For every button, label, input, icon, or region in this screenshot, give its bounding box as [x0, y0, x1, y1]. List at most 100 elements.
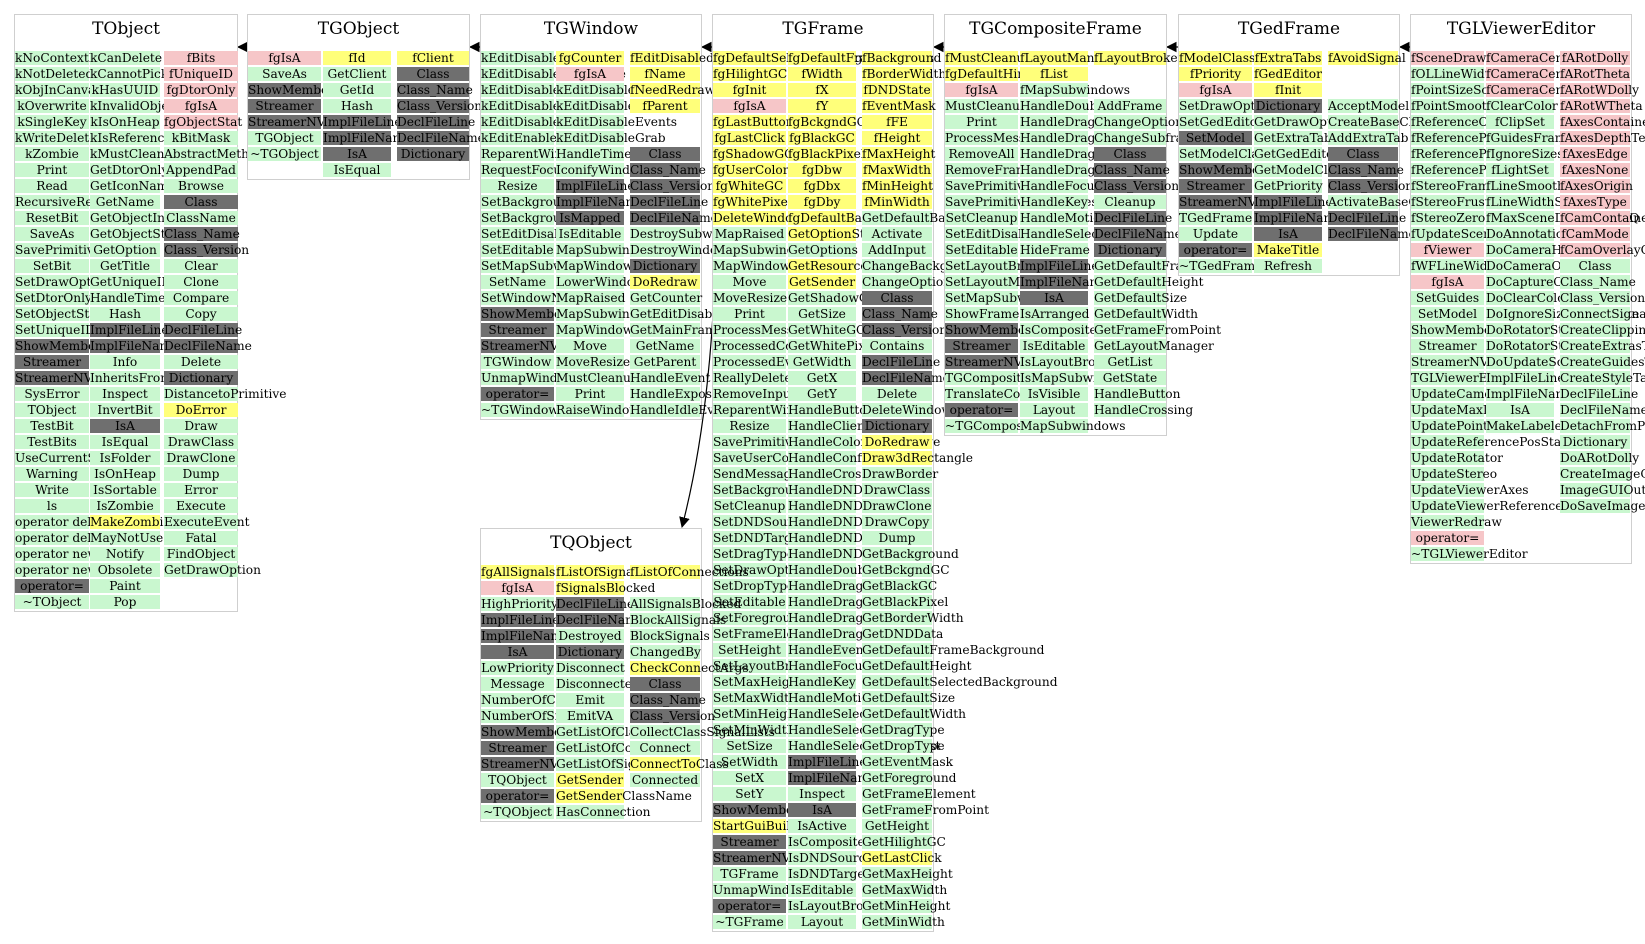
- member-handleselectionrequest: HandleSelectionRequest: [788, 739, 941, 753]
- member-faxestype: fAxesType: [1560, 195, 1630, 209]
- member-setframeelement: SetFrameElement: [713, 627, 826, 641]
- member-handledoubleclick: HandleDoubleClick: [788, 563, 908, 577]
- member-flayoutmanager: fLayoutManager: [1020, 51, 1123, 65]
- member-handlemotion: HandleMotion: [788, 691, 877, 705]
- member-column: fEditDisabled fName fNeedRedraw fParent Clas…: [630, 51, 756, 419]
- member-iseditable: IsEditable: [556, 227, 624, 241]
- member-handledragenter: HandleDragEnter: [788, 595, 899, 609]
- member-saveprimitive: SavePrimitive: [15, 243, 101, 257]
- member-setheight: SetHeight: [713, 643, 786, 657]
- member-resize: Resize: [481, 179, 554, 193]
- member-feditdisabled: fEditDisabled: [630, 51, 714, 65]
- member-getwhitepixel: GetWhitePixel: [788, 339, 877, 353]
- member-destroywindow: DestroyWindow: [630, 243, 728, 257]
- member-makelabelednentry: MakeLabeledNEntry: [1486, 419, 1615, 433]
- member-column: fCameraCenterX fCameraCenterY fCameraCente…: [1486, 51, 1639, 435]
- member-dump: Dump: [862, 531, 932, 545]
- member-fpointsizescale: fPointSizeScale: [1411, 83, 1507, 97]
- member-showmembers: ShowMembers: [248, 83, 341, 97]
- member-class-version: Class_Version: [1328, 179, 1414, 193]
- member-class-name: Class_Name: [1560, 275, 1636, 289]
- member-keditenable: kEditEnable: [481, 131, 557, 145]
- member-handlemotion: HandleMotion: [1020, 211, 1109, 225]
- member-dictionary: Dictionary: [1560, 435, 1630, 449]
- member-getname: GetName: [630, 339, 700, 353]
- member-operator: operator=: [15, 579, 89, 593]
- member-streamer: Streamer: [15, 355, 89, 369]
- member-delete: Delete: [164, 355, 238, 369]
- member-empty: [630, 131, 700, 145]
- member-handlebutton: HandleButton: [788, 403, 875, 417]
- member-dictionary: Dictionary: [164, 371, 238, 385]
- member-handletimer: HandleTimer: [556, 147, 638, 161]
- member-compare: Compare: [164, 291, 238, 305]
- member-handlecrossing: HandleCrossing: [1094, 403, 1194, 417]
- member-translatecoordinates: TranslateCoordinates: [945, 387, 1079, 401]
- member-getblackpixel: GetBlackPixel: [862, 595, 949, 609]
- class-title: TGCompositeFrame: [969, 19, 1142, 39]
- member-tglviewereditor: TGLViewerEditor: [1411, 371, 1518, 385]
- member-setcleanup: SetCleanup: [713, 499, 786, 513]
- member-reparentwindow: ReparentWindow: [481, 147, 588, 161]
- member-draw: Draw: [164, 419, 238, 433]
- member-handledoubleclick: HandleDoubleClick: [1020, 99, 1140, 113]
- member-setguides: SetGuides: [1411, 291, 1484, 305]
- member-isa: IsA: [1254, 227, 1322, 241]
- member-implfilename: ImplFileName: [1020, 275, 1109, 289]
- member-emit: Emit: [556, 693, 624, 707]
- member-column: fgDefaultFrameOptions fWidth fX fY fgBckgndG…: [788, 51, 941, 931]
- member-empty: [1094, 83, 1166, 97]
- member-class: Class: [862, 291, 932, 305]
- member-class: Class: [630, 677, 700, 691]
- member-fghilightgc: fgHilightGC: [713, 67, 788, 81]
- member-updatepointlinestuff: UpdatePointLineStuff: [1411, 419, 1545, 433]
- member-column: fSceneDrawTime fOLLineWidth fPointSizeScal…: [1411, 51, 1573, 563]
- member-fid: fId: [323, 51, 391, 65]
- member-numberofconnections: NumberOfConnections: [481, 693, 624, 707]
- member-fmaxheight: fMaxHeight: [862, 147, 936, 161]
- member-ffe: fFE: [862, 115, 932, 129]
- member-handleselection: HandleSelection: [1020, 227, 1123, 241]
- member-keditdisableresize: kEditDisableResize: [481, 99, 601, 113]
- member-info: Info: [90, 355, 160, 369]
- member-fgwhitegc: fgWhiteGC: [713, 179, 786, 193]
- member-addframe: AddFrame: [1094, 99, 1166, 113]
- member-createguidestab: CreateGuidesTab: [1560, 355, 1645, 369]
- member-class-version: Class_Version: [630, 709, 716, 723]
- member-isvisible: IsVisible: [1020, 387, 1088, 401]
- member-fcamcontainer: fCamContainer: [1560, 211, 1645, 225]
- member-browse: Browse: [164, 179, 238, 193]
- member-getoptions: GetOptions: [788, 243, 858, 257]
- member-getforeground: GetForeground: [862, 771, 957, 785]
- member-fgisa: fgIsA: [1179, 83, 1252, 97]
- member-fgcounter: fgCounter: [556, 51, 624, 65]
- member-cleanup: Cleanup: [1094, 195, 1166, 209]
- member-declfileline: DeclFileLine: [1094, 211, 1173, 225]
- member-fgwhitepixel: fgWhitePixel: [713, 195, 792, 209]
- member-getuniqueid: GetUniqueID: [90, 275, 172, 289]
- member-fmaxwidth: fMaxWidth: [862, 163, 932, 177]
- member-appendpad: AppendPad: [164, 163, 238, 177]
- member-isa: IsA: [1486, 403, 1554, 417]
- member-implfilename: ImplFileName: [1486, 387, 1575, 401]
- member-getdragtype: GetDragType: [862, 723, 945, 737]
- member-faxesnone: fAxesNone: [1560, 163, 1630, 177]
- member-mustcleanup: MustCleanup: [945, 99, 1028, 113]
- member-class-version: Class_Version: [1094, 179, 1180, 193]
- member-inheritsfrom: InheritsFrom: [90, 371, 172, 385]
- member-doignoresizesonupdate: DoIgnoreSizesOnUpdate: [1486, 307, 1639, 321]
- member-reparentwindow: ReparentWindow: [713, 403, 820, 417]
- member-move: Move: [556, 339, 624, 353]
- member-knotdeleted: kNotDeleted: [15, 67, 94, 81]
- member-implfilename: ImplFileName: [556, 195, 645, 209]
- member-showmembers: ShowMembers: [1179, 163, 1272, 177]
- member-getdefaultheight: GetDefaultHeight: [1094, 275, 1204, 289]
- member-fclearcolor: fClearColor: [1486, 99, 1558, 113]
- member-operator-delete: operator delete[]: [15, 531, 121, 545]
- member-keditdisablewidth: kEditDisableWidth: [481, 115, 597, 129]
- member-streamer: Streamer: [945, 339, 1018, 353]
- member-fwflinewidth: fWFLineWidth: [1411, 259, 1501, 273]
- member-hideframe: HideFrame: [1020, 243, 1090, 257]
- member-getmaxheight: GetMaxHeight: [862, 867, 953, 881]
- member-message: Message: [481, 677, 554, 691]
